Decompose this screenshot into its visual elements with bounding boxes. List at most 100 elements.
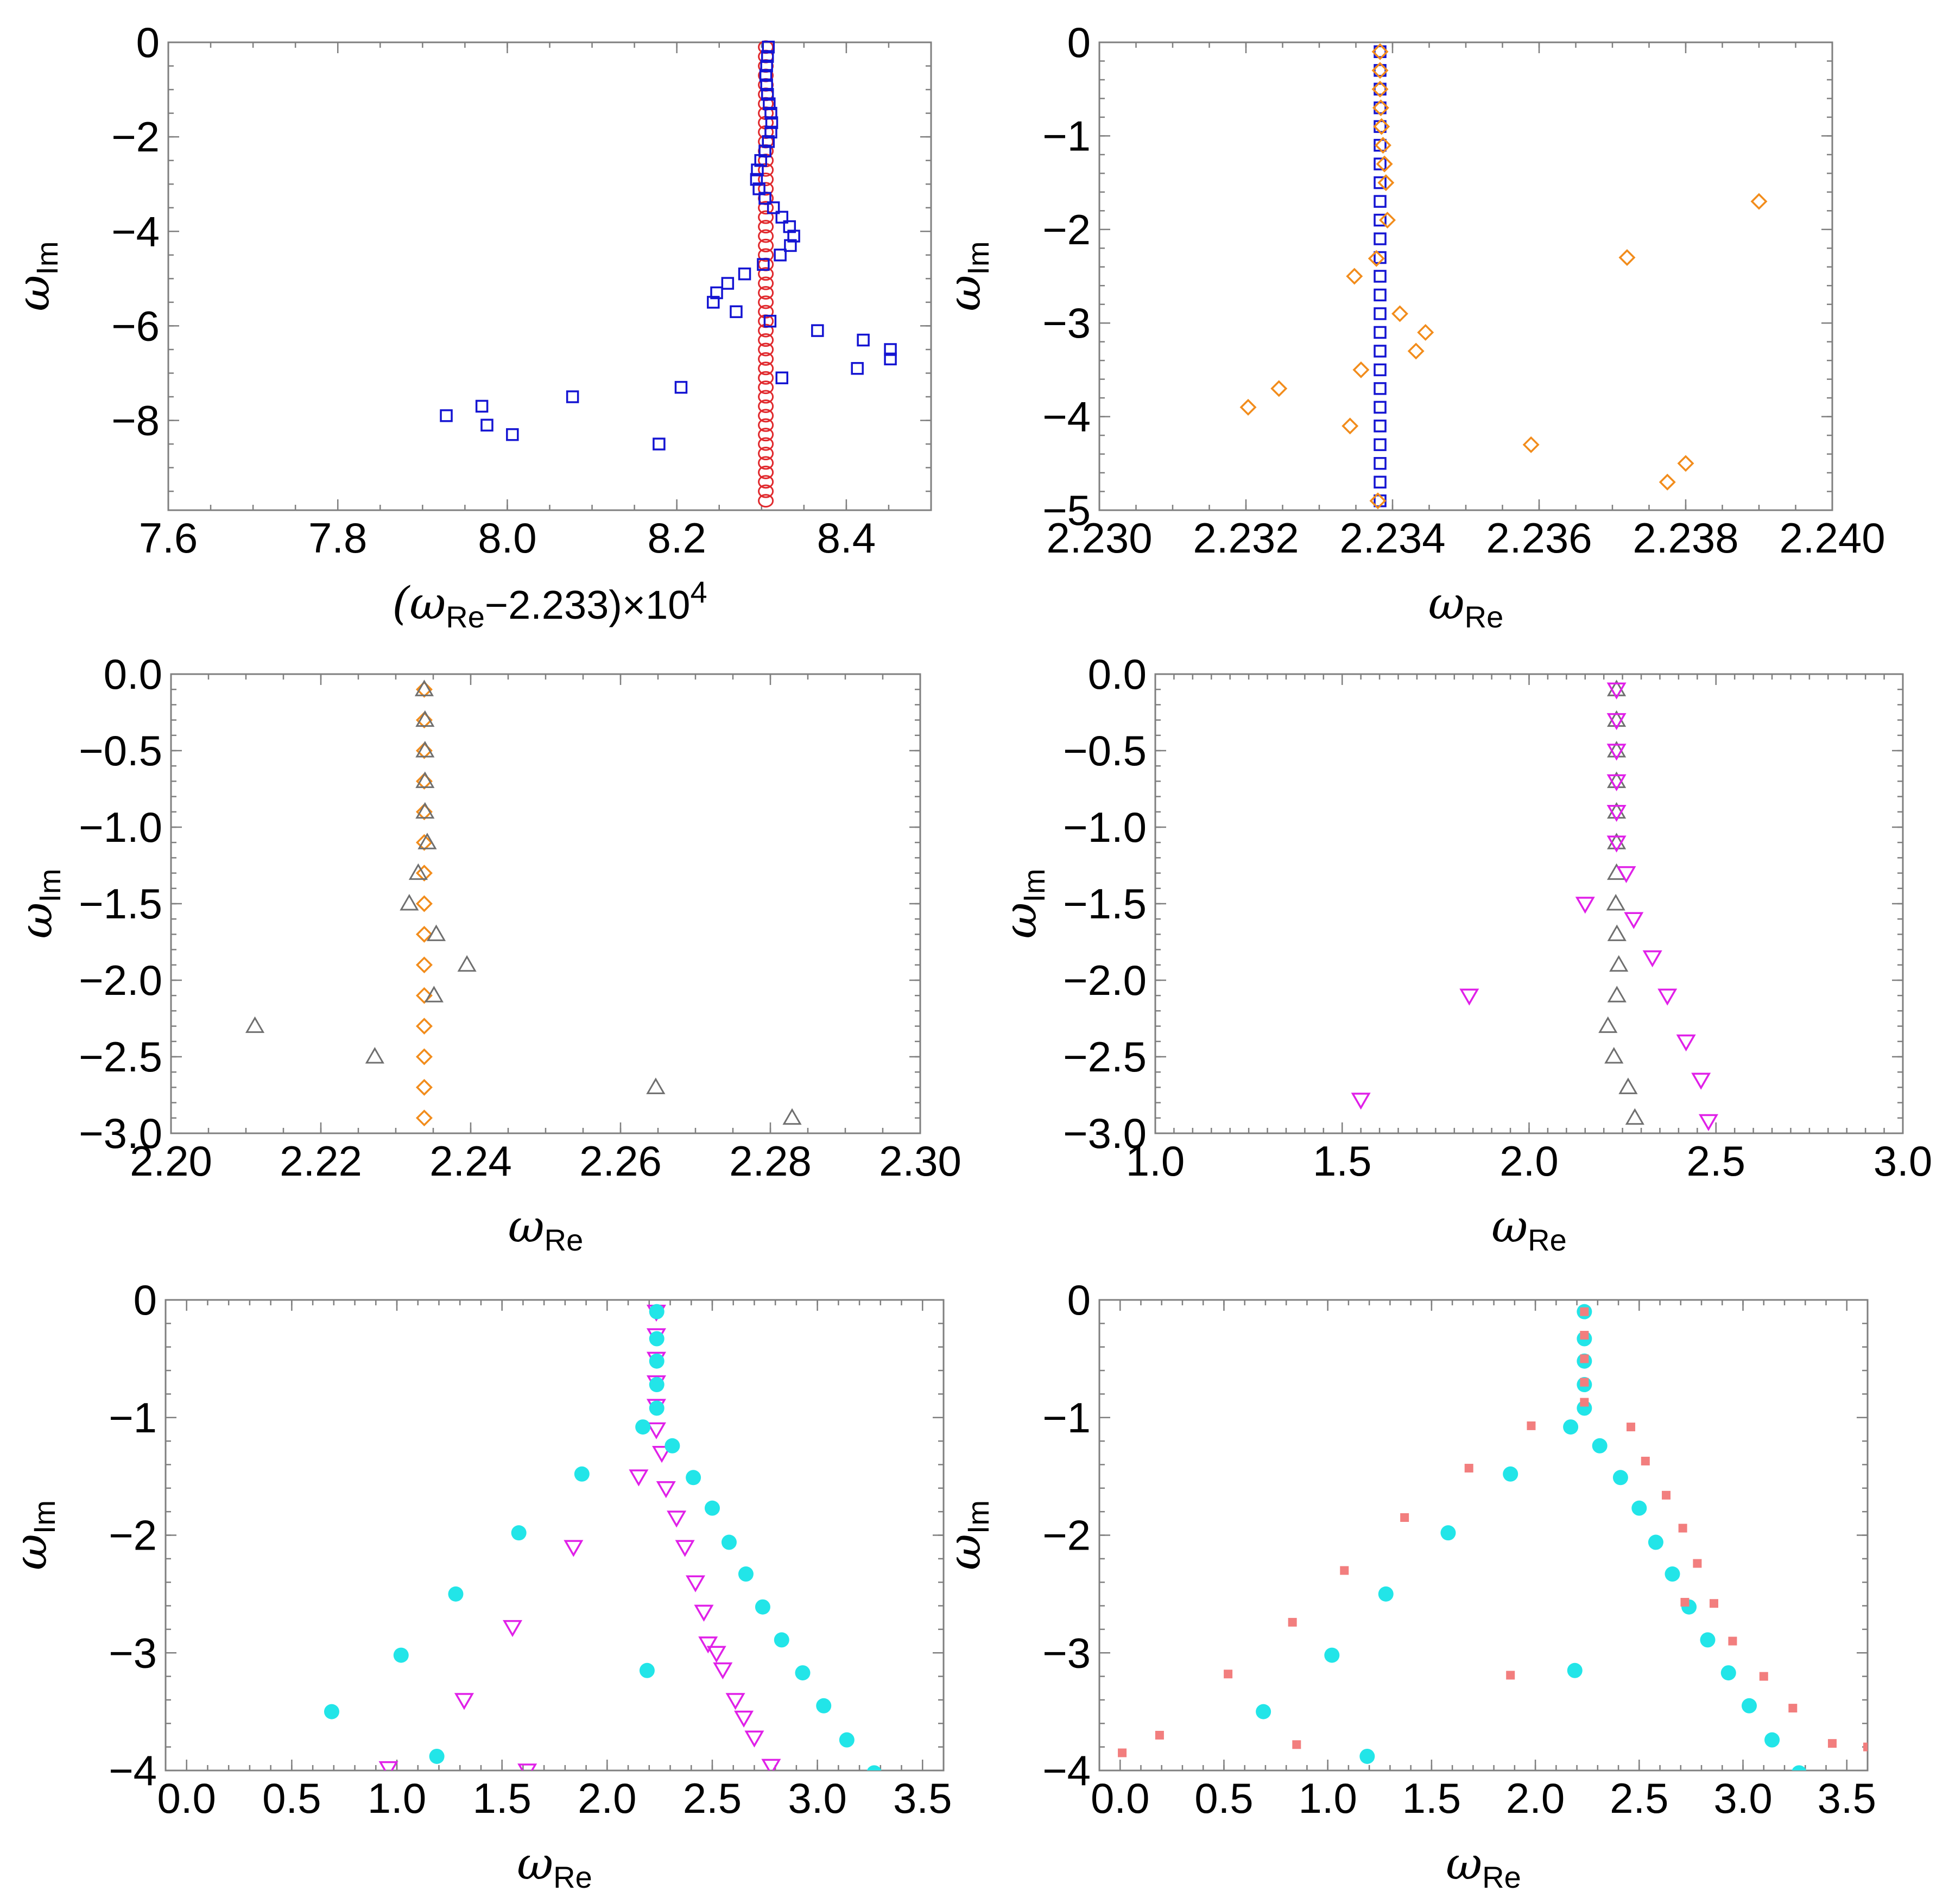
x-tick-label: 2.234 [1339,514,1445,562]
x-tick-label: 1.0 [1298,1774,1357,1822]
x-tick-label: 0.5 [262,1774,321,1822]
data-markers [1351,680,1719,1131]
downtriangles-point [1351,1093,1371,1110]
x-tick-label: 3.0 [1713,1774,1772,1822]
downtriangles-point [646,1422,666,1439]
x-tick-label: 1.0 [1126,1137,1185,1185]
diamonds-point [415,956,433,974]
squares-point [1374,401,1387,414]
smallsquares-point [1759,1672,1768,1681]
disks-point [665,1438,680,1454]
triangles-point [1618,1077,1638,1094]
diamonds-point [415,1018,433,1035]
squares-point [760,59,773,73]
circles-point [758,248,774,262]
squares-point [762,135,775,148]
y-axis-label-symbol: ω [11,903,62,939]
disks-point [816,1698,832,1713]
squares-point [787,230,800,243]
squares-point [757,258,770,271]
circles-point [758,276,774,290]
x-tick-label: 7.6 [139,514,198,562]
circles-point [758,465,774,479]
squares-point [440,409,453,422]
downtriangles-point [656,1481,676,1499]
x-axis-label: (ωRe−2.233)×104 [392,575,707,634]
x-tick-label: 2.0 [578,1774,636,1822]
circles-point [758,229,774,243]
disks-point [1720,1665,1736,1681]
diamonds-point [415,925,433,943]
data-markers [324,1304,882,1770]
x-tick-label: 2.5 [1610,1774,1668,1822]
downtriangles-point [454,1693,474,1710]
circles-point [758,267,774,281]
y-tick-label: −2 [111,113,160,161]
x-axis-label: ωRe [517,1838,592,1894]
x-tick-label: 2.0 [1506,1774,1565,1822]
x-axis-label: ωRe [1428,578,1503,634]
x-axis-label-symbol: ω [1428,578,1465,630]
squares-point [1374,288,1387,302]
downtriangles-point [1616,866,1636,884]
diamonds-point [415,987,433,1004]
circles-point [758,238,774,252]
disks-point [393,1647,409,1663]
circles-point [758,361,774,376]
diamonds-point [1377,174,1395,192]
x-tick-label: 2.230 [1046,514,1152,562]
smallsquares-point [1788,1704,1798,1713]
squares-point [751,163,764,176]
panel-middle-left: 2.20 2.22 2.24 2.26 2.28 2.30 0.0 −0.5 −1.0 −1.5 −… [11,650,961,1257]
circles-point [758,182,774,196]
smallsquares-point [1580,1307,1589,1316]
triangles-point [1607,833,1627,849]
x-tick-label: 0.5 [1194,1774,1253,1822]
triangles-point [1625,1108,1644,1125]
downtriangles-point [1691,1072,1711,1090]
smallsquares-point [1662,1490,1671,1500]
y-tick-label: 0 [136,18,160,66]
disks-point [635,1419,651,1435]
squares-point [738,267,751,281]
squares-point [1374,363,1387,377]
diamonds-point [1659,473,1676,491]
x-axis-label: ωRe [508,1201,583,1257]
circles-point [758,295,774,309]
squares-point [506,428,519,441]
x-axis-label-subscript: Re [1465,600,1504,634]
diamonds-point [1239,398,1257,416]
x-axis-label-symbol: ω [1491,1201,1528,1253]
circles-point [758,399,774,413]
triangles-point [426,924,446,941]
downtriangles-point [629,1469,649,1487]
panel-middle-right: 1.0 1.5 2.0 2.5 3.0 0.0 −0.5 −1.0 −1.5 −2.0 −2.5 −3… [995,650,1932,1257]
y-tick-label: −4 [1042,1747,1091,1794]
squares-point [758,192,771,205]
x-tick-label: 2.28 [729,1137,812,1185]
squares-point [1374,213,1387,227]
y-axis-label: ωIm [939,241,995,311]
smallsquares-point [1224,1670,1233,1679]
y-tick-label: 0 [134,1276,157,1324]
smallsquares-point [1680,1598,1689,1607]
y-tick-label: −4 [1042,393,1091,441]
x-axis-label-subscript: Re [446,600,485,634]
diamonds-point [1368,250,1385,267]
diamonds-point [1618,249,1636,266]
squares-point [480,418,493,432]
circles-point [758,409,774,423]
y-axis-label-symbol: ω [5,1534,57,1570]
disks-point [649,1304,665,1319]
squares-point [1374,195,1387,208]
circles-point [758,380,774,395]
y-tick-label: −1 [1042,112,1091,160]
y-axis-label-subscript: Im [30,241,64,275]
x-tick-label: 1.5 [1313,1137,1371,1185]
y-tick-label: 0 [1067,18,1091,66]
diamonds-point [415,834,433,851]
squares-point [784,239,797,252]
x-tick-label: 2.5 [1687,1137,1745,1185]
diamonds-point [1341,417,1359,435]
